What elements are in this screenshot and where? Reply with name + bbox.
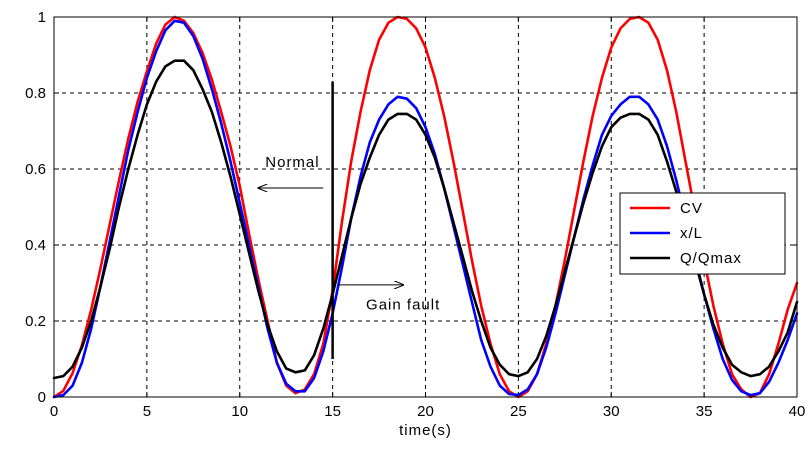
y-tick-label: 0 — [38, 389, 46, 406]
y-tick-label: 0.4 — [25, 237, 46, 254]
x-tick-label: 5 — [143, 403, 151, 420]
axis-ticks — [53, 16, 798, 398]
x-tick-label: 40 — [789, 403, 806, 420]
annotations: Normal Gain fault — [258, 81, 440, 359]
legend-entry: CV — [680, 200, 703, 217]
tick-labels: 0 5 10 15 20 25 30 35 40 0 0.2 0.4 0.6 0.8 1 — [25, 9, 805, 420]
legend-entry: x/L — [680, 225, 703, 242]
legend-entry: Q/Qmax — [680, 250, 742, 267]
y-tick-label: 0.6 — [25, 161, 46, 178]
y-tick-label: 0.2 — [25, 313, 46, 330]
x-tick-label: 35 — [696, 403, 713, 420]
x-tick-label: 30 — [603, 403, 620, 420]
annotation-label: Gain fault — [366, 297, 440, 314]
x-tick-label: 15 — [324, 403, 341, 420]
legend: CV x/L Q/Qmax — [619, 192, 786, 275]
series-line-x-l — [52, 19, 799, 399]
x-tick-label: 0 — [50, 403, 58, 420]
x-axis-label: time(s) — [399, 422, 452, 439]
y-tick-label: 1 — [38, 9, 46, 26]
x-tick-label: 25 — [510, 403, 527, 420]
x-tick-label: 10 — [231, 403, 248, 420]
x-tick-label: 20 — [417, 403, 434, 420]
series-lines — [52, 15, 799, 399]
annotation-label: Normal — [265, 154, 319, 171]
y-tick-label: 0.8 — [25, 85, 46, 102]
series-line-q-qmax — [52, 59, 799, 380]
series-line-cv — [52, 15, 799, 399]
